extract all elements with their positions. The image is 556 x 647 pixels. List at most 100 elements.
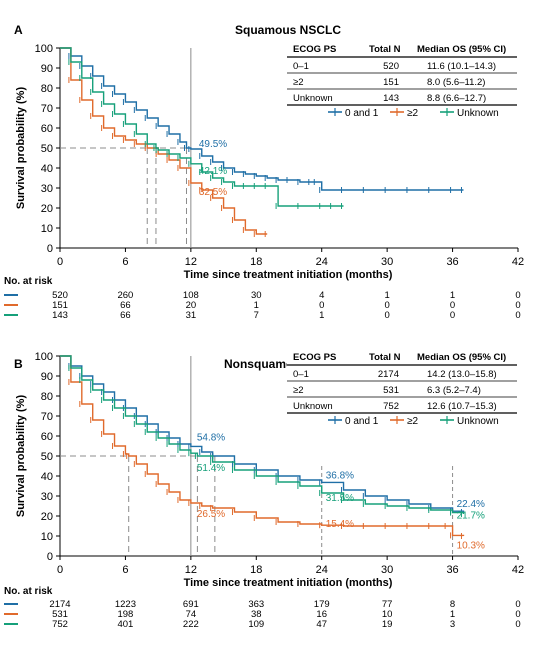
at-risk-value: 0 [515,300,520,311]
x-tick-label: 24 [316,564,328,576]
x-tick-label: 12 [185,564,197,576]
at-risk-value: 16 [316,609,327,620]
table-cell: 12.6 (10.7–15.3) [427,401,497,412]
at-risk-value: 2174 [49,599,70,610]
at-risk-value: 31 [186,310,197,321]
at-risk-value: 1 [384,290,389,301]
table-cell: Unknown [293,401,333,412]
survival-annotation: 15.4% [326,519,354,530]
table-cell: 143 [383,93,399,104]
x-axis-label: Time since treatment initiation (months) [184,269,393,281]
table-cell: Unknown [293,93,333,104]
at-risk-value: 143 [52,310,68,321]
table-header-cell: Median OS (95% CI) [417,352,506,363]
at-risk-value: 0 [450,300,455,311]
at-risk-value: 109 [248,619,264,630]
table-header-cell: ECOG PS [293,44,336,55]
x-tick-label: 36 [446,564,458,576]
at-risk-value: 752 [52,619,68,630]
legend-label: Unknown [457,416,499,427]
y-tick-label: 80 [41,391,53,403]
survival-annotation: 26.5% [197,509,225,520]
table-cell: 520 [383,61,399,72]
y-tick-label: 40 [41,471,53,483]
y-axis-label: Survival probability (%) [15,395,27,518]
at-risk-value: 401 [117,619,133,630]
x-tick-label: 30 [381,564,393,576]
at-risk-value: 74 [186,609,197,620]
y-tick-label: 60 [41,123,53,135]
survival-annotation: 49.5% [199,139,227,150]
at-risk-value: 19 [382,619,393,630]
x-axis-label: Time since treatment initiation (months) [184,577,393,589]
y-tick-label: 10 [41,531,53,543]
series-line-ecog-2 [60,355,465,537]
y-tick-label: 20 [41,511,53,523]
panel-letter: B [14,357,23,371]
at-risk-value: 0 [515,619,520,630]
table-cell: 8.8 (6.6–12.7) [427,93,486,104]
legend-label: ≥2 [407,416,418,427]
at-risk-value: 4 [319,290,324,301]
table-cell: 6.3 (5.2–7.4) [427,385,481,396]
y-tick-label: 100 [35,351,53,363]
at-risk-value: 66 [120,300,131,311]
at-risk-value: 0 [515,310,520,321]
at-risk-value: 1223 [115,599,136,610]
legend-label: 0 and 1 [345,416,379,427]
table-cell: 0–1 [293,369,309,380]
table-cell: 2174 [378,369,399,380]
series-line-ecog-0-1 [60,355,465,512]
y-tick-label: 60 [41,431,53,443]
at-risk-value: 520 [52,290,68,301]
at-risk-value: 222 [183,619,199,630]
y-tick-label: 30 [41,491,53,503]
survival-annotation: 32.5% [199,187,227,198]
series-line-unknown [60,355,465,514]
table-cell: 11.6 (10.1–14.3) [427,61,496,72]
at-risk-value: 691 [183,599,199,610]
panel-letter: A [14,23,23,37]
x-tick-label: 18 [250,256,262,268]
table-cell: 531 [383,385,399,396]
chart-title: Squamous NSCLC [235,23,341,37]
table-cell: 8.0 (5.6–11.2) [427,77,485,88]
at-risk-value: 1 [450,290,455,301]
legend-label: 0 and 1 [345,108,379,119]
y-tick-label: 50 [41,451,53,463]
survival-annotation: 21.7% [457,511,485,522]
y-tick-label: 10 [41,223,53,235]
survival-annotation: 10.3% [457,540,485,551]
y-tick-label: 30 [41,183,53,195]
x-tick-label: 18 [250,564,262,576]
at-risk-value: 10 [382,609,393,620]
at-risk-value: 38 [251,609,262,620]
y-tick-label: 40 [41,163,53,175]
at-risk-value: 260 [117,290,133,301]
at-risk-value: 1 [450,609,455,620]
survival-annotation: 54.8% [197,432,225,443]
y-tick-label: 80 [41,83,53,95]
series-line-ecog-2 [60,47,268,235]
table-cell: ≥2 [293,385,304,396]
table-cell: 151 [383,77,399,88]
y-tick-label: 50 [41,143,53,155]
x-tick-label: 24 [316,256,328,268]
at-risk-value: 531 [52,609,68,620]
at-risk-value: 47 [316,619,327,630]
survival-annotation: 51.4% [197,463,225,474]
at-risk-value: 20 [186,300,197,311]
at-risk-value: 0 [384,310,389,321]
at-risk-value: 3 [450,619,455,630]
at-risk-value: 0 [384,300,389,311]
y-tick-label: 90 [41,63,53,75]
survival-annotation: 42.1% [199,166,227,177]
y-axis-label: Survival probability (%) [15,87,27,210]
legend-label: Unknown [457,108,499,119]
survival-annotation: 31.5% [326,493,354,504]
at-risk-value: 151 [52,300,68,311]
legend-label: ≥2 [407,108,418,119]
at-risk-value: 1 [319,310,324,321]
